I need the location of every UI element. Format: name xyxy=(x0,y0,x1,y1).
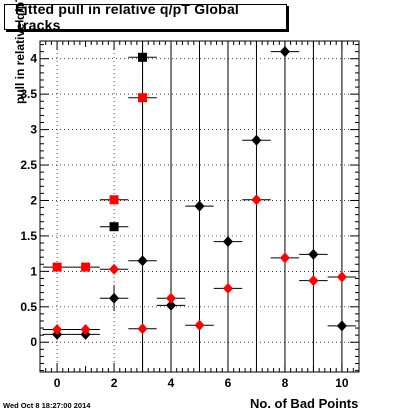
x-tick-label: 6 xyxy=(225,376,232,390)
data-point-diamond xyxy=(308,248,319,260)
x-tick-label: 10 xyxy=(335,376,349,390)
data-point-diamond xyxy=(222,236,233,248)
data-point-diamond xyxy=(166,299,177,311)
data-point-square xyxy=(52,262,62,272)
y-tick-label: 3.5 xyxy=(20,87,37,101)
y-tick-label: 4 xyxy=(30,52,37,66)
y-tick-label: 1 xyxy=(30,264,37,278)
data-point-diamond xyxy=(279,252,290,264)
data-point-square xyxy=(138,52,148,62)
x-tick-label: 8 xyxy=(282,376,289,390)
data-point-diamond xyxy=(251,134,262,146)
x-tick-label: 0 xyxy=(54,376,61,390)
data-point-square xyxy=(81,262,91,272)
data-point-diamond xyxy=(194,319,205,331)
y-tick-label: 2 xyxy=(30,193,37,207)
data-point-diamond xyxy=(137,323,148,335)
x-tick-label: 2 xyxy=(111,376,118,390)
data-point-diamond xyxy=(80,323,91,335)
x-tick-label: 4 xyxy=(168,376,175,390)
y-tick-label: 1.5 xyxy=(20,229,37,243)
data-point-diamond xyxy=(336,271,347,283)
y-axis-label: pull in relative q/pT xyxy=(13,0,27,104)
data-point-square xyxy=(109,195,119,205)
data-point-square xyxy=(109,222,119,232)
y-tick-label: 0 xyxy=(30,335,37,349)
y-tick-label: 0.5 xyxy=(20,300,37,314)
x-axis-label: No. of Bad Points xyxy=(250,396,359,411)
data-point-diamond xyxy=(336,320,347,332)
data-point-diamond xyxy=(166,292,177,304)
data-point-diamond xyxy=(52,323,63,335)
data-point-diamond xyxy=(109,263,120,275)
y-tick-label: 2.5 xyxy=(20,158,37,172)
data-point-diamond xyxy=(279,46,290,58)
chart-title: Fitted pull in relative q/pT Global Trac… xyxy=(15,1,240,33)
data-point-diamond xyxy=(194,200,205,212)
data-point-square xyxy=(138,93,148,103)
data-point-diamond xyxy=(251,194,262,206)
timestamp: Wed Oct 8 18:27:00 2014 xyxy=(3,401,91,410)
y-tick-label: 3 xyxy=(30,123,37,137)
chart-title-box: Fitted pull in relative q/pT Global Trac… xyxy=(4,1,287,33)
data-point-diamond xyxy=(109,292,120,304)
data-point-diamond xyxy=(308,275,319,287)
data-point-diamond xyxy=(222,282,233,294)
